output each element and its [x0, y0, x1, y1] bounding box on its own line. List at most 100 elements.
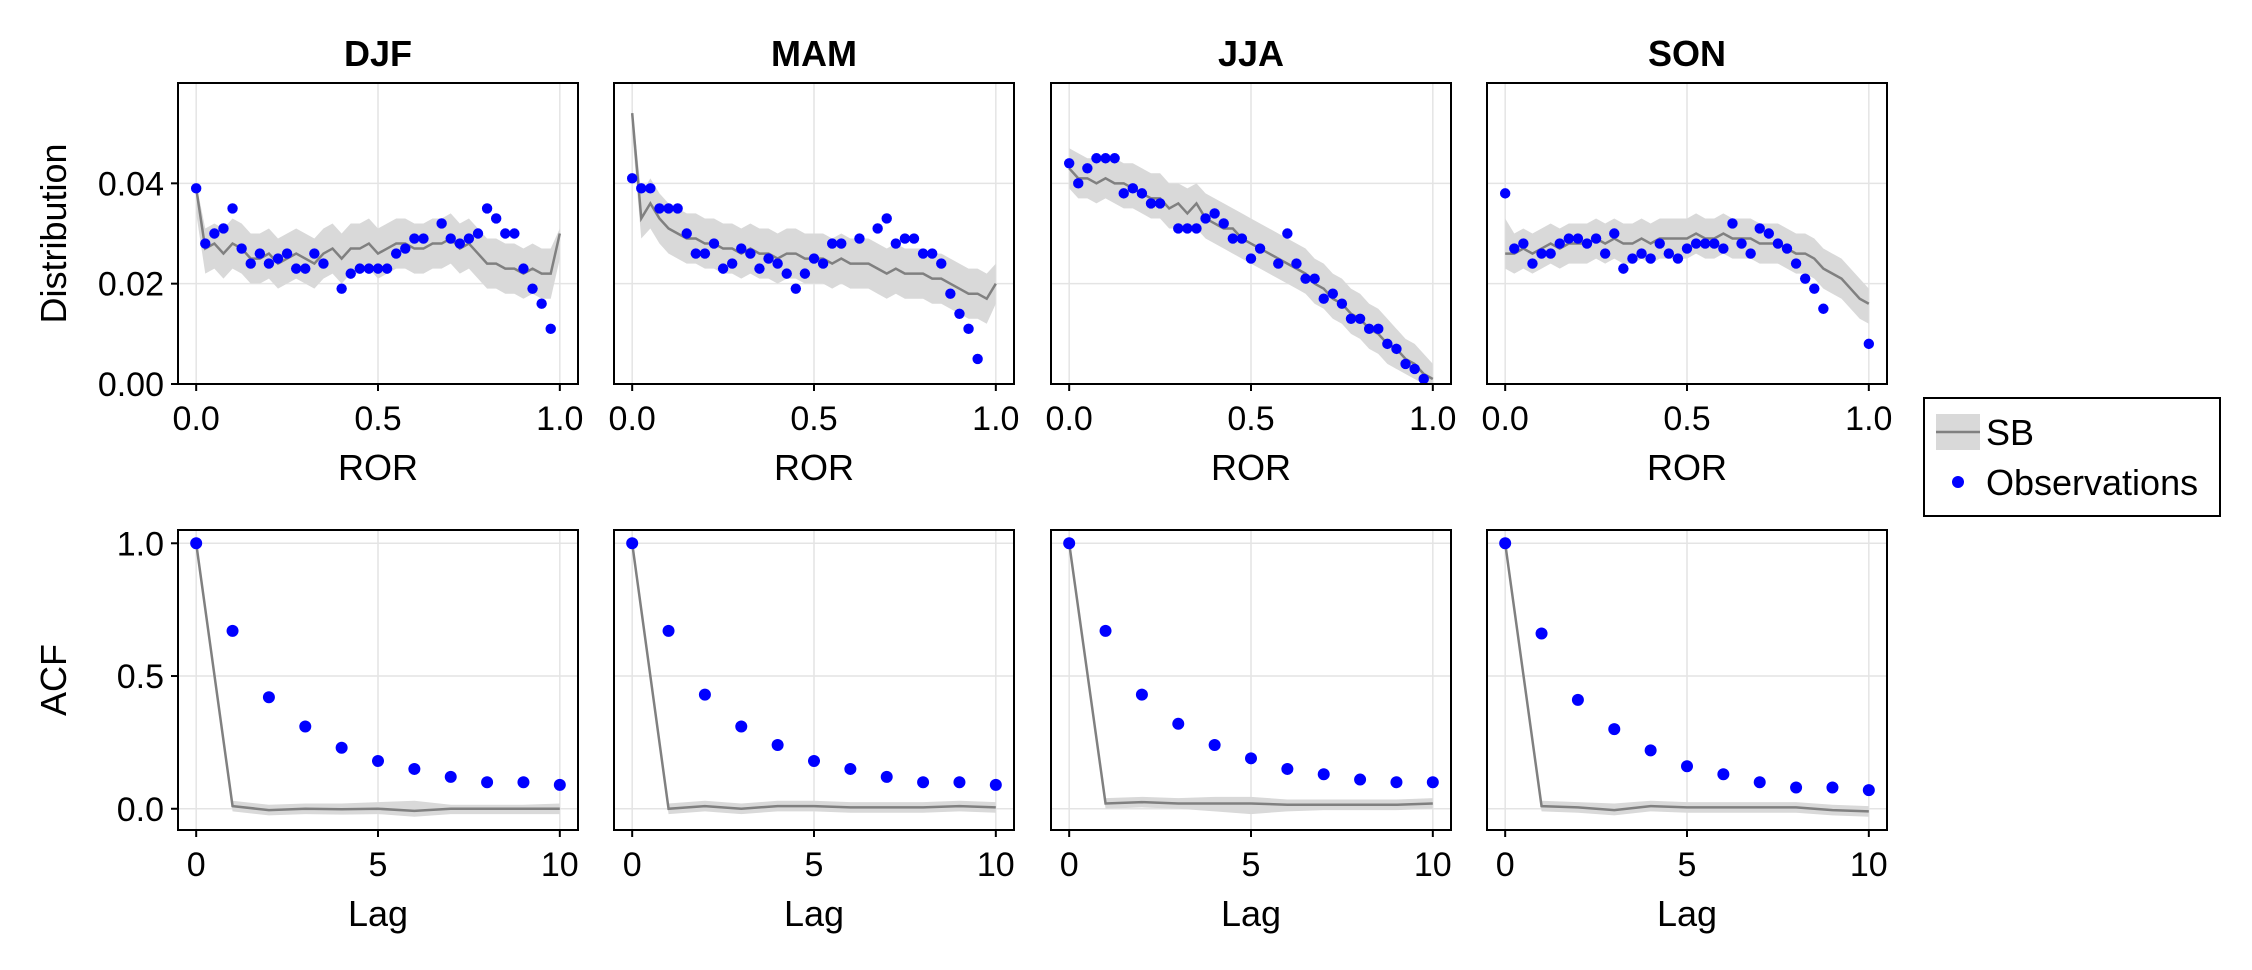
- observation-point: [708, 238, 720, 249]
- observation-point: [209, 228, 220, 239]
- observation-point: [1799, 273, 1811, 284]
- observation-point: [1527, 258, 1538, 269]
- observation-point: [1082, 163, 1093, 174]
- y-axis-label: ACF: [33, 644, 74, 716]
- y-tick-label: 0.00: [98, 366, 164, 404]
- observation-point: [726, 258, 738, 269]
- observation-point: [345, 268, 356, 279]
- observation-point: [517, 776, 530, 789]
- observation-point: [1300, 273, 1311, 284]
- x-tick-label: 10: [977, 846, 1015, 884]
- observation-point: [781, 268, 792, 279]
- x-tick-label: 1.0: [972, 400, 1019, 438]
- x-tick-label: 1.0: [536, 400, 583, 438]
- observation-point: [318, 258, 329, 269]
- observation-point: [1863, 338, 1875, 350]
- observation-point: [1536, 248, 1547, 259]
- sb-line: [1067, 543, 1433, 807]
- observation-point: [771, 739, 784, 752]
- season-title: SON: [1648, 33, 1726, 74]
- observation-point: [963, 323, 974, 335]
- x-tick-label: 0.0: [609, 400, 656, 438]
- x-tick-label: 5: [1678, 846, 1697, 884]
- observation-point: [1518, 238, 1529, 249]
- acf-panel-mam: 0 5 10 Lag: [613, 529, 1015, 934]
- x-tick-label: 5: [1242, 846, 1261, 884]
- observation-point: [636, 183, 647, 194]
- observation-point: [1091, 153, 1102, 164]
- observation-point: [917, 776, 930, 789]
- observation-point: [945, 288, 956, 299]
- observation-point: [481, 776, 494, 789]
- observation-point: [309, 248, 320, 259]
- legend-observations-label: Observations: [1986, 462, 2198, 503]
- observation-point: [1554, 238, 1565, 249]
- observation-point: [1599, 248, 1611, 259]
- observation-point: [190, 537, 203, 550]
- observation-point: [1618, 263, 1629, 274]
- observation-point: [626, 537, 639, 550]
- observation-point: [672, 203, 683, 214]
- observation-point: [690, 248, 702, 259]
- observation-point: [1499, 188, 1511, 199]
- observation-point: [1636, 248, 1647, 259]
- observation-point: [926, 248, 938, 259]
- observation-point: [790, 283, 802, 294]
- observation-point: [1118, 188, 1129, 199]
- observation-point: [236, 243, 247, 254]
- y-tick-label: 0.5: [117, 658, 164, 696]
- observation-point: [200, 238, 211, 249]
- observation-point: [1135, 688, 1148, 701]
- observation-point: [662, 624, 675, 637]
- observation-point: [190, 183, 202, 194]
- observation-point: [472, 228, 484, 239]
- observation-point: [1790, 781, 1803, 794]
- observation-point: [698, 688, 711, 701]
- distribution-panel-djf: 0.0 0.5 1.0 ROR 0.00 0.02 0.04 Distribution DJF: [33, 33, 583, 488]
- observation-point: [1208, 739, 1221, 752]
- observation-point: [272, 253, 284, 264]
- observation-point: [1254, 243, 1266, 254]
- x-tick-label: 5: [805, 846, 824, 884]
- observation-point: [1245, 752, 1257, 765]
- observation-point: [281, 248, 293, 259]
- x-axis-label: ROR: [1211, 447, 1291, 488]
- observation-point: [681, 228, 692, 239]
- observation-point: [418, 233, 429, 244]
- observation-point: [1545, 248, 1556, 259]
- observation-point: [1354, 773, 1367, 786]
- observation-point: [1499, 537, 1512, 550]
- observation-point: [736, 243, 747, 254]
- observation-point: [1709, 238, 1720, 249]
- observation-point: [872, 223, 883, 234]
- observation-point: [490, 213, 502, 224]
- observation-point: [1681, 243, 1693, 254]
- observation-point: [836, 238, 847, 249]
- observation-point: [226, 624, 239, 637]
- observation-point: [1426, 776, 1439, 789]
- sb-line: [630, 543, 996, 811]
- observation-point: [1663, 248, 1675, 259]
- x-tick-label: 0.0: [1482, 400, 1529, 438]
- acf-panel-jja: 0 5 10 Lag: [1050, 529, 1452, 934]
- season-title: JJA: [1218, 33, 1284, 74]
- x-tick-label: 10: [1414, 846, 1452, 884]
- legend: SB Observations: [1923, 397, 2221, 517]
- observation-point: [1273, 258, 1284, 269]
- observation-point: [1754, 223, 1765, 234]
- observation-point: [1753, 776, 1766, 789]
- observation-point: [735, 720, 748, 733]
- observation-point: [1418, 373, 1429, 385]
- observation-point: [772, 258, 783, 269]
- x-tick-label: 0.0: [173, 400, 220, 438]
- observation-point: [536, 298, 547, 309]
- x-axis-label: ROR: [774, 447, 854, 488]
- x-tick-label: 1.0: [1845, 400, 1892, 438]
- observation-point: [436, 218, 447, 229]
- x-tick-label: 5: [369, 846, 388, 884]
- x-tick-label: 0.5: [1227, 400, 1274, 438]
- observation-point: [336, 283, 347, 294]
- observation-point: [1609, 228, 1620, 239]
- observation-point: [454, 238, 466, 249]
